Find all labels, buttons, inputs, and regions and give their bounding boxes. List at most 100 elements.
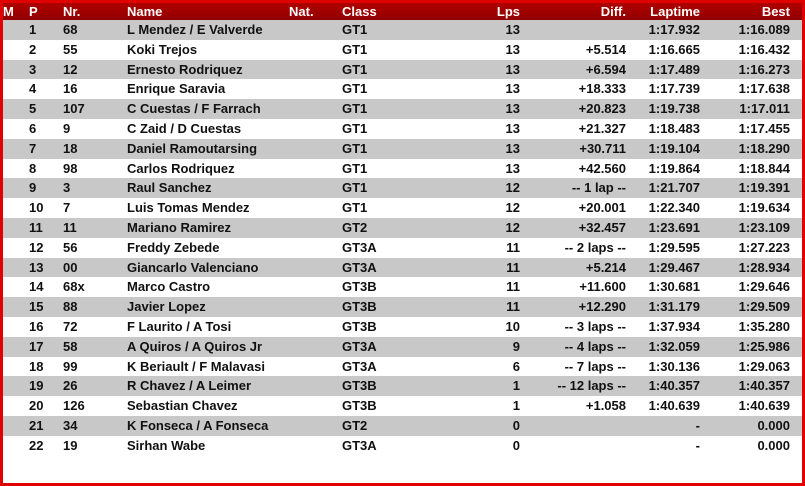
position-cell: 6 [29,120,37,136]
driver-name-cell: Sebastian Chavez [127,398,238,414]
laps-cell: 0 [512,437,520,453]
header-number[interactable]: Nr. [63,4,81,19]
position-cell: 7 [29,140,37,156]
car-number-cell: 68x [63,279,85,295]
table-row[interactable]: 14 68x Marco Castro GT3B 11 +11.600 1:30.681 1:… [3,277,802,297]
laptime-cell: 1:30.681 [648,279,700,295]
car-number-cell: 12 [63,61,78,77]
laps-cell: 11 [506,239,520,255]
class-cell: GT1 [342,160,368,176]
car-number-cell: 68 [63,22,78,37]
diff-cell: -- 7 laps -- [564,358,626,374]
laptime-cell: 1:19.738 [648,101,700,117]
driver-name-cell: K Fonseca / A Fonseca [127,417,269,433]
laptime-cell: 1:40.639 [648,398,700,414]
header-best[interactable]: Best [761,4,790,19]
class-cell: GT3A [342,338,377,354]
diff-cell: -- 1 lap -- [571,180,626,196]
laps-cell: 11 [506,259,520,275]
car-number-cell: 16 [63,81,78,97]
car-number-cell: 3 [63,180,71,196]
diff-cell: -- 12 laps -- [557,378,626,394]
laps-cell: 1 [512,378,520,394]
table-row[interactable]: 18 99 K Beriault / F Malavasi GT3A 6 -- 7 lap… [3,357,802,377]
table-row[interactable]: 11 11 Mariano Ramirez GT2 12 +32.457 1:23.691 1… [3,217,802,238]
driver-name-cell: Ernesto Rodriquez [127,61,243,77]
diff-cell: +32.457 [578,219,626,235]
class-cell: GT1 [342,120,368,136]
laptime-cell: 1:17.489 [648,61,700,77]
car-number-cell: 18 [63,140,78,156]
laps-cell: 13 [505,81,520,97]
laptime-cell: 1:30.136 [648,358,700,374]
best-lap-cell: 1:17.455 [738,120,790,136]
table-row[interactable]: 9 3 Raul Sanchez GT1 12 -- 1 lap -- 1:21.707 1:… [3,178,802,199]
position-cell: 16 [29,318,44,334]
laps-cell: 9 [512,338,520,354]
driver-name-cell: Luis Tomas Mendez [127,200,250,216]
table-row[interactable]: 3 12 Ernesto Rodriquez GT1 13 +6.594 1:17.489 1… [3,59,802,80]
table-row[interactable]: 2 55 Koki Trejos GT1 13 +5.514 1:16.665 1:16.43… [3,40,802,60]
position-cell: 11 [29,219,43,235]
laptime-cell: - [695,417,700,433]
table-row[interactable]: 6 9 C Zaid / D Cuestas GT1 13 +21.327 1:18.483… [3,119,802,139]
car-number-cell: 26 [63,378,78,394]
diff-cell: +1.058 [585,398,626,414]
laptime-cell: 1:19.104 [648,140,700,156]
header-laptime[interactable]: Laptime [650,4,700,19]
table-row[interactable]: 13 00 Giancarlo Valenciano GT3A 11 +5.214 1:29… [3,257,802,278]
laptime-cell: 1:37.934 [648,318,700,334]
header-nationality[interactable]: Nat. [289,4,314,19]
header-position[interactable]: P [29,4,38,19]
table-row[interactable]: 8 98 Carlos Rodriquez GT1 13 +42.560 1:19.864 1… [3,159,802,179]
laps-cell: 13 [505,140,520,156]
table-row[interactable]: 1 68 L Mendez / E Valverde GT1 13 1:17.932 1:1… [3,20,802,40]
diff-cell: +12.290 [578,299,626,315]
class-cell: GT3B [342,318,377,334]
laps-cell: 13 [505,41,520,57]
table-row[interactable]: 5 107 C Cuestas / F Farrach GT1 13 +20.823 1:1… [3,99,802,119]
class-cell: GT3A [342,437,377,453]
car-number-cell: 56 [63,239,78,255]
position-cell: 13 [29,259,44,275]
header-diff[interactable]: Diff. [600,4,626,19]
laps-cell: 13 [505,61,520,77]
laptime-cell: 1:29.467 [648,259,700,275]
table-row[interactable]: 15 88 Javier Lopez GT3B 11 +12.290 1:31.179 1:2… [3,297,802,317]
laptime-cell: 1:32.059 [648,338,700,354]
laps-cell: 0 [512,417,520,433]
table-row[interactable]: 10 7 Luis Tomas Mendez GT1 12 +20.001 1:22.340… [3,198,802,218]
laps-cell: 6 [512,358,520,374]
car-number-cell: 34 [63,417,78,433]
header-m[interactable]: M [3,4,14,19]
table-row[interactable]: 12 56 Freddy Zebede GT3A 11 -- 2 laps -- 1:29.… [3,238,802,258]
laptime-cell: 1:22.340 [648,200,700,216]
position-cell: 3 [29,61,37,77]
table-row[interactable]: 7 18 Daniel Ramoutarsing GT1 13 +30.711 1:19.1… [3,138,802,159]
header-class[interactable]: Class [342,4,377,19]
table-row[interactable]: 21 34 K Fonseca / A Fonseca GT2 0 - 0.000 [3,415,802,436]
driver-name-cell: Sirhan Wabe [127,437,206,453]
car-number-cell: 126 [63,398,85,414]
car-number-cell: 72 [63,318,78,334]
laptime-cell: 1:19.864 [648,160,700,176]
laps-cell: 12 [505,200,520,216]
class-cell: GT3A [342,259,377,275]
best-lap-cell: 1:40.639 [738,398,790,414]
table-row[interactable]: 20 126 Sebastian Chavez GT3B 1 +1.058 1:40.639… [3,396,802,416]
car-number-cell: 11 [63,219,77,235]
table-row[interactable]: 22 19 Sirhan Wabe GT3A 0 - 0.000 [3,436,802,456]
laps-cell: 11 [506,279,520,295]
header-laps[interactable]: Lps [496,4,520,19]
table-row[interactable]: 19 26 R Chavez / A Leimer GT3B 1 -- 12 laps -… [3,376,802,397]
class-cell: GT1 [342,101,368,117]
position-cell: 1 [29,22,37,37]
laps-cell: 12 [505,180,520,196]
laptime-cell: 1:29.595 [648,239,700,255]
header-name[interactable]: Name [127,4,163,19]
table-row[interactable]: 17 58 A Quiros / A Quiros Jr GT3A 9 -- 4 laps… [3,336,802,357]
table-row[interactable]: 16 72 F Laurito / A Tosi GT3B 10 -- 3 laps --… [3,317,802,337]
class-cell: GT1 [342,180,368,196]
table-row[interactable]: 4 16 Enrique Saravia GT1 13 +18.333 1:17.739 1:… [3,79,802,99]
position-cell: 14 [29,279,44,295]
